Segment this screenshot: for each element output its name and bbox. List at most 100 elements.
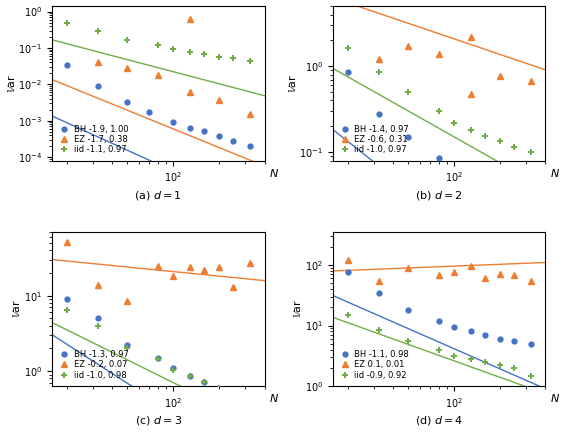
- Text: (b) $d = 2$: (b) $d = 2$: [415, 189, 463, 202]
- BH -1.1, 0.98: [527, 341, 534, 346]
- Y-axis label: $\mathbb{V}$ar: $\mathbb{V}$ar: [11, 299, 23, 318]
- EZ -1.7, 0.38: [246, 112, 253, 117]
- iid -0.9, 0.92: [375, 327, 382, 333]
- Legend: BH -1.4, 0.97, EZ -0.6, 0.31, iid -1.0, 0.97: BH -1.4, 0.97, EZ -0.6, 0.31, iid -1.0, …: [337, 122, 412, 157]
- BH -1.1, 0.98: [481, 332, 488, 337]
- EZ 0.1, 0.01: [405, 265, 411, 270]
- Legend: BH -1.3, 0.97, EZ -0.2, 0.07, iid -1.0, 0.98: BH -1.3, 0.97, EZ -0.2, 0.07, iid -1.0, …: [56, 348, 131, 382]
- iid -1.0, 0.97: [344, 45, 351, 50]
- EZ -0.2, 0.07: [230, 285, 237, 290]
- iid -1.0, 0.98: [155, 356, 162, 362]
- BH -1.3, 0.97: [94, 316, 101, 321]
- iid -1.0, 0.97: [436, 108, 442, 114]
- Text: $N$: $N$: [269, 167, 279, 179]
- EZ 0.1, 0.01: [436, 273, 442, 278]
- EZ -0.2, 0.07: [246, 260, 253, 266]
- BH -1.4, 0.97: [375, 111, 382, 116]
- Line: BH -1.4, 0.97: BH -1.4, 0.97: [345, 70, 533, 211]
- iid -1.0, 0.97: [468, 128, 475, 133]
- BH -1.9, 1.00: [215, 133, 222, 139]
- EZ 0.1, 0.01: [496, 271, 503, 276]
- iid -1.0, 0.97: [450, 120, 457, 125]
- EZ 0.1, 0.01: [481, 275, 488, 280]
- BH -1.9, 1.00: [124, 100, 131, 105]
- Line: EZ -0.2, 0.07: EZ -0.2, 0.07: [63, 238, 253, 305]
- iid -1.1, 0.97: [215, 54, 222, 59]
- Line: iid -1.1, 0.97: iid -1.1, 0.97: [64, 20, 253, 64]
- iid -0.9, 0.92: [344, 312, 351, 318]
- Text: (d) $d = 4$: (d) $d = 4$: [415, 414, 463, 427]
- EZ 0.1, 0.01: [375, 278, 382, 283]
- iid -1.0, 0.98: [230, 391, 237, 397]
- EZ -0.2, 0.07: [215, 264, 222, 270]
- BH -1.4, 0.97: [496, 194, 503, 200]
- Line: iid -0.9, 0.92: iid -0.9, 0.92: [345, 312, 533, 378]
- EZ -0.2, 0.07: [94, 282, 101, 287]
- BH -1.4, 0.97: [511, 201, 518, 206]
- BH -1.4, 0.97: [405, 134, 411, 140]
- BH -1.1, 0.98: [468, 329, 475, 334]
- EZ -1.7, 0.38: [124, 66, 131, 71]
- BH -1.4, 0.97: [527, 206, 534, 211]
- BH -1.1, 0.98: [405, 308, 411, 313]
- Y-axis label: $\mathbb{V}$ar: $\mathbb{V}$ar: [287, 74, 298, 93]
- iid -1.1, 0.97: [230, 56, 237, 61]
- iid -1.1, 0.97: [94, 28, 101, 33]
- iid -0.9, 0.92: [405, 339, 411, 344]
- BH -1.3, 0.97: [230, 393, 237, 398]
- EZ -0.6, 0.31: [375, 57, 382, 62]
- iid -0.9, 0.92: [481, 359, 488, 365]
- BH -1.4, 0.97: [450, 166, 457, 171]
- EZ -0.2, 0.07: [187, 264, 194, 270]
- iid -1.0, 0.97: [511, 144, 518, 149]
- BH -1.3, 0.97: [215, 386, 222, 391]
- BH -1.9, 1.00: [187, 125, 194, 130]
- BH -1.1, 0.98: [496, 337, 503, 342]
- BH -1.1, 0.98: [450, 324, 457, 330]
- EZ 0.1, 0.01: [450, 270, 457, 275]
- iid -1.0, 0.98: [124, 346, 131, 351]
- BH -1.4, 0.97: [344, 70, 351, 75]
- EZ 0.1, 0.01: [527, 278, 534, 283]
- iid -0.9, 0.92: [496, 363, 503, 368]
- BH -1.1, 0.98: [511, 339, 518, 344]
- EZ -1.7, 0.38: [187, 90, 194, 95]
- iid -1.1, 0.97: [201, 51, 207, 57]
- EZ -0.2, 0.07: [201, 267, 207, 273]
- BH -1.3, 0.97: [187, 374, 194, 379]
- BH -1.9, 1.00: [246, 143, 253, 149]
- iid -1.0, 0.97: [481, 133, 488, 138]
- EZ 0.1, 0.01: [511, 273, 518, 278]
- iid -1.1, 0.97: [170, 46, 176, 51]
- EZ -0.6, 0.31: [496, 73, 503, 78]
- EZ -1.7, 0.38: [94, 59, 101, 64]
- Y-axis label: $\mathbb{V}$ar: $\mathbb{V}$ar: [292, 299, 303, 318]
- iid -1.1, 0.97: [124, 38, 131, 43]
- Y-axis label: $\mathbb{V}$ar: $\mathbb{V}$ar: [6, 74, 16, 93]
- Text: $N$: $N$: [269, 392, 279, 404]
- BH -1.3, 0.97: [170, 365, 176, 371]
- Line: EZ -1.7, 0.38: EZ -1.7, 0.38: [94, 16, 253, 118]
- EZ -1.7, 0.38: [155, 73, 162, 78]
- Text: (c) $d = 3$: (c) $d = 3$: [134, 414, 182, 427]
- iid -1.0, 0.97: [405, 89, 411, 95]
- iid -1.0, 0.97: [496, 138, 503, 143]
- Line: EZ 0.1, 0.01: EZ 0.1, 0.01: [344, 257, 534, 284]
- iid -1.0, 0.97: [527, 149, 534, 155]
- iid -1.0, 0.98: [63, 307, 70, 312]
- iid -1.1, 0.97: [155, 42, 162, 48]
- iid -1.0, 0.98: [246, 399, 253, 404]
- EZ -0.6, 0.31: [436, 51, 442, 56]
- iid -1.0, 0.97: [375, 70, 382, 75]
- EZ 0.1, 0.01: [468, 264, 475, 269]
- BH -1.3, 0.97: [246, 400, 253, 406]
- BH -1.1, 0.98: [375, 290, 382, 295]
- EZ -0.2, 0.07: [170, 274, 176, 279]
- BH -1.3, 0.97: [63, 296, 70, 302]
- iid -1.0, 0.98: [187, 374, 194, 379]
- Legend: BH -1.1, 0.98, EZ 0.1, 0.01, iid -0.9, 0.92: BH -1.1, 0.98, EZ 0.1, 0.01, iid -0.9, 0…: [337, 348, 412, 382]
- iid -0.9, 0.92: [468, 356, 475, 362]
- BH -1.1, 0.98: [344, 270, 351, 275]
- Text: $N$: $N$: [550, 392, 560, 404]
- EZ -0.2, 0.07: [155, 263, 162, 268]
